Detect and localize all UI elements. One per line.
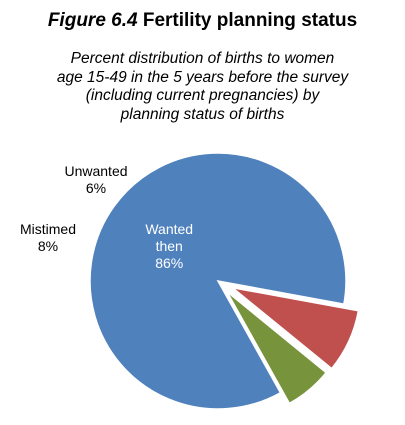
figure-title: Fertility planning status [142, 10, 358, 31]
slice-name-1: Wanted [145, 221, 193, 237]
slice-value-3: 6% [86, 180, 106, 196]
subtitle-line-3: (including current pregnancies) by [85, 87, 320, 104]
slice-name-3: Unwanted [64, 163, 127, 179]
pie-slice-3 [226, 291, 328, 405]
subtitle-line-2: age 15-49 in the 5 years before the surv… [56, 68, 349, 86]
chart-subtitle: Percent distribution of births to women … [30, 50, 375, 124]
slice-name-1: then [156, 238, 183, 254]
subtitle-line-1: Percent distribution of births to women [70, 50, 335, 67]
slice-value-1: 86% [155, 255, 183, 271]
pie-slice-2 [232, 286, 360, 370]
chart-title: Figure 6.4 Fertility planning status [0, 10, 405, 32]
pie-slice-1 [89, 152, 347, 410]
slice-label-3: Unwanted 6% [64, 163, 127, 196]
slice-label-2: Mistimed 8% [20, 221, 76, 254]
slice-label-1: Wanted then 86% [145, 221, 193, 271]
figure-number: Figure 6.4 [47, 10, 138, 31]
slice-value-2: 8% [38, 238, 58, 254]
slice-name-2: Mistimed [20, 221, 76, 237]
subtitle-line-4: planning status of births [120, 105, 285, 123]
